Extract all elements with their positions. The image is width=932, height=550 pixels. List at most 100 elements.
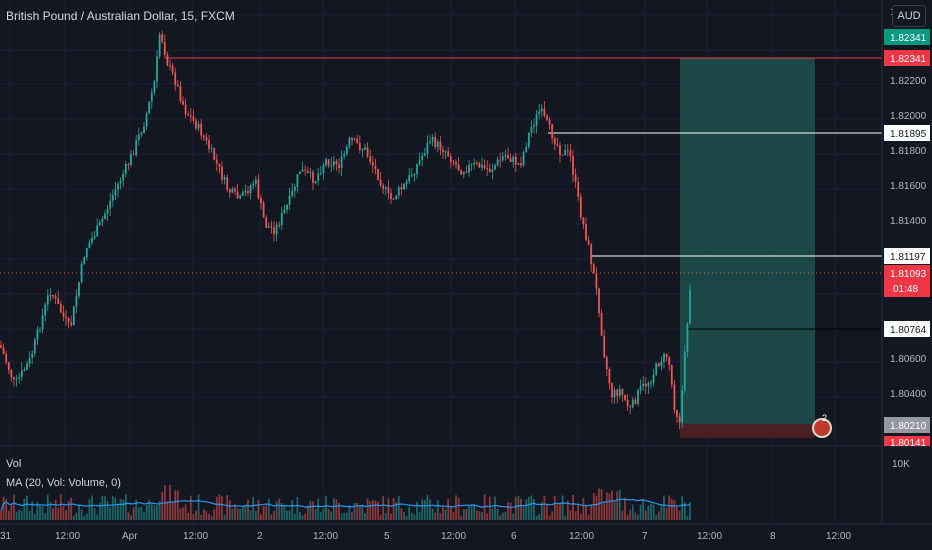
volume-bar [127, 512, 130, 520]
candle-body [377, 168, 379, 180]
volume-bar [439, 513, 442, 520]
volume-bar [343, 512, 346, 520]
volume-bar [382, 495, 385, 520]
candle-body [231, 188, 234, 193]
symbol-title[interactable]: British Pound / Australian Dollar, 15, F… [6, 9, 235, 23]
candle-body [301, 169, 304, 172]
candle-body [278, 224, 281, 226]
volume-bar [629, 509, 632, 520]
candle-body [332, 161, 335, 166]
candle-body [163, 41, 166, 55]
volume-bar [49, 501, 52, 520]
candle-body [631, 399, 634, 408]
volume-bar [577, 503, 580, 520]
candle-body [462, 171, 465, 175]
candle-body [140, 132, 143, 135]
candle-body [579, 196, 582, 218]
candle-body [20, 370, 23, 378]
volume-bar [208, 513, 210, 520]
candle-body [569, 150, 572, 156]
candle-body [260, 198, 262, 204]
level-tag-1: 1.81895 [890, 129, 927, 140]
candle-body [338, 164, 340, 169]
volume-bar [501, 512, 504, 520]
volume-bar [639, 504, 642, 520]
candle-body [587, 240, 590, 245]
candle-body [504, 155, 507, 157]
volume-bar [390, 513, 392, 520]
candle-body [663, 353, 665, 362]
candle-body [384, 187, 387, 189]
candle-body [132, 154, 135, 156]
volume-bar [590, 504, 593, 520]
candle-body [202, 135, 205, 138]
candle-body [527, 132, 530, 148]
time-tick: 6 [511, 531, 517, 542]
price-axis[interactable]: 1. 1.82200 1.82000 1.81800 1.81600 1.814… [890, 7, 927, 470]
candle-body [117, 183, 119, 190]
candle-body [7, 362, 10, 371]
volume-bar [70, 497, 73, 520]
event-flag-icon[interactable] [812, 418, 832, 438]
volume-bar [132, 507, 135, 520]
volume-bar [595, 495, 598, 520]
volume-bar [348, 505, 351, 520]
volume-bar [631, 504, 634, 520]
candle-body [221, 166, 223, 180]
stop-zone[interactable] [680, 424, 815, 438]
volume-bar [421, 499, 424, 520]
volume-bar [431, 508, 434, 520]
volume-bar [413, 514, 416, 520]
candle-body [109, 200, 112, 209]
volume-bar [254, 511, 257, 520]
volume-label[interactable]: Vol [6, 458, 22, 470]
candle-body [556, 144, 559, 146]
candle-body [603, 335, 606, 358]
stop-tag-bg [884, 436, 930, 446]
volume-bar [135, 499, 138, 520]
volume-bar [585, 505, 587, 520]
target-zone[interactable] [680, 58, 815, 424]
volume-bar [41, 506, 44, 520]
candle-body [241, 192, 244, 196]
volume-bar [647, 505, 650, 520]
candle-body [39, 329, 41, 331]
volume-bar [520, 498, 522, 520]
volume-bar [624, 497, 626, 520]
price-tick: 1.82000 [890, 111, 927, 122]
volume-bar [330, 511, 333, 520]
volume-bar [434, 512, 437, 520]
candle-body [275, 224, 278, 235]
volume-bar [611, 490, 613, 520]
candle-body [608, 369, 611, 384]
volume-bar [496, 508, 499, 520]
candle-body [296, 174, 299, 187]
volume-bar [189, 495, 192, 520]
candlestick-series [0, 30, 691, 430]
volume-bar [249, 510, 252, 520]
volume-bar [447, 498, 450, 520]
volume-bar [538, 514, 541, 520]
candle-body [642, 383, 645, 387]
candle-body [65, 316, 67, 319]
candle-body [98, 222, 101, 226]
volume-bar [93, 508, 96, 520]
currency-button[interactable]: AUD [892, 5, 926, 27]
volume-bar [449, 506, 452, 520]
ma-legend[interactable]: MA (20, Vol: Volume, 0) [6, 477, 121, 489]
candle-body [460, 170, 463, 175]
candle-body [31, 353, 34, 359]
volume-bar [143, 512, 145, 520]
candle-body [387, 187, 390, 193]
volume-bar [553, 496, 556, 520]
volume-bar [665, 507, 668, 520]
price-tick: 1.80400 [890, 389, 927, 400]
volume-bar [514, 496, 517, 520]
volume-bar [247, 499, 249, 520]
volume-bar [148, 499, 151, 520]
candle-body [429, 141, 431, 143]
candle-body [215, 159, 218, 164]
candle-countdown: 01:48 [893, 284, 918, 295]
time-axis[interactable]: 31 12:00 Apr 12:00 2 12:00 5 12:00 6 12:… [0, 531, 851, 542]
